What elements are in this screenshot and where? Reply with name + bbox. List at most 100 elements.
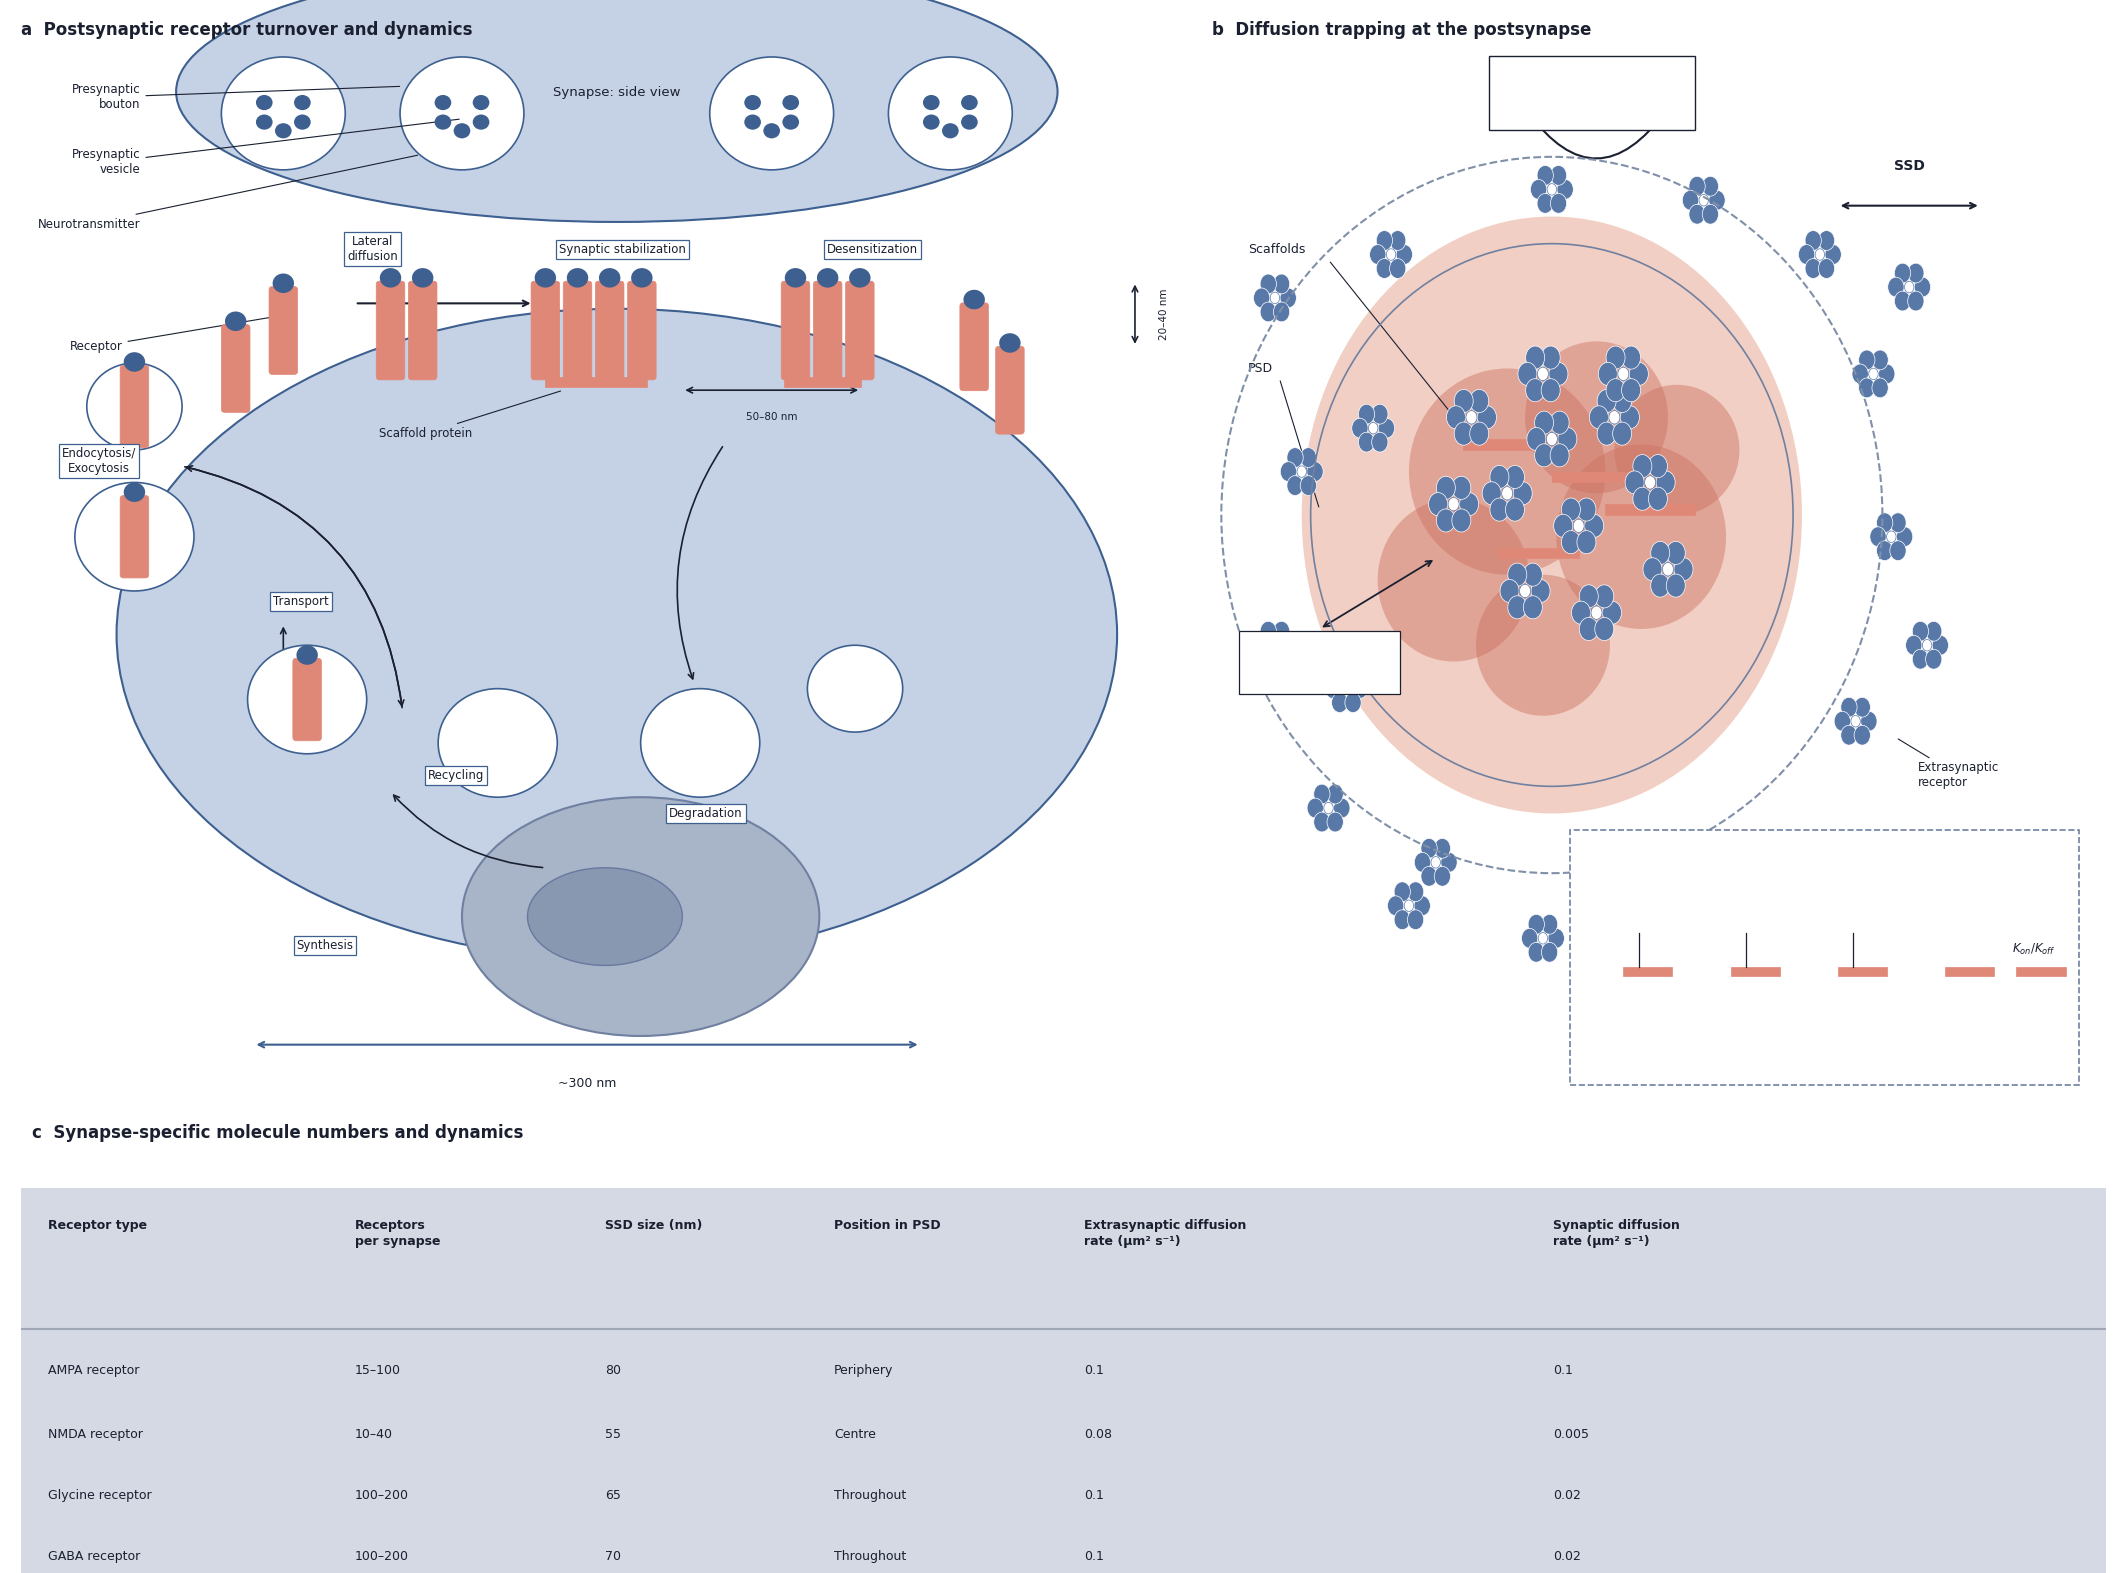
Circle shape: [1904, 282, 1914, 293]
Circle shape: [1408, 882, 1423, 901]
Circle shape: [961, 115, 978, 129]
FancyBboxPatch shape: [959, 304, 989, 390]
Circle shape: [1602, 601, 1621, 624]
Circle shape: [783, 115, 800, 129]
Text: Extrasynaptic
receptor: Extrasynaptic receptor: [1919, 761, 1999, 790]
Ellipse shape: [1408, 368, 1606, 574]
Circle shape: [1253, 288, 1270, 308]
Circle shape: [1889, 513, 1906, 533]
Circle shape: [849, 267, 870, 288]
Circle shape: [1591, 606, 1602, 620]
FancyBboxPatch shape: [596, 282, 623, 379]
Circle shape: [1500, 579, 1519, 602]
FancyBboxPatch shape: [813, 282, 842, 379]
Circle shape: [1606, 379, 1625, 401]
Circle shape: [472, 115, 489, 129]
Circle shape: [1387, 249, 1395, 260]
Circle shape: [1751, 908, 1763, 925]
Ellipse shape: [1476, 574, 1610, 716]
Circle shape: [1772, 853, 1789, 871]
Text: Endocytosis/
Exocytosis: Endocytosis/ Exocytosis: [62, 447, 136, 475]
Circle shape: [1308, 798, 1323, 818]
Text: c  Synapse-specific molecule numbers and dynamics: c Synapse-specific molecule numbers and …: [32, 1123, 523, 1142]
Text: Synaptic stabilization: Synaptic stabilization: [559, 242, 687, 255]
Text: 0.02: 0.02: [1553, 1549, 1580, 1564]
Circle shape: [1925, 650, 1942, 669]
Circle shape: [1434, 838, 1451, 859]
Circle shape: [1538, 165, 1553, 186]
Circle shape: [1825, 245, 1842, 264]
Circle shape: [1421, 867, 1438, 886]
Circle shape: [1512, 481, 1531, 505]
Circle shape: [1314, 812, 1329, 832]
Circle shape: [123, 483, 145, 502]
Circle shape: [1259, 650, 1276, 669]
Circle shape: [1393, 909, 1410, 930]
Circle shape: [255, 115, 272, 129]
Circle shape: [1642, 558, 1661, 580]
Circle shape: [1878, 363, 1895, 384]
Text: SSD: SSD: [1893, 159, 1925, 173]
Circle shape: [1408, 909, 1423, 930]
Bar: [545, 378, 647, 387]
Circle shape: [1270, 293, 1280, 304]
Circle shape: [632, 267, 653, 288]
Circle shape: [1965, 1022, 1978, 1038]
Circle shape: [1531, 179, 1546, 200]
Circle shape: [1455, 422, 1474, 445]
Text: Glycine receptor: Glycine receptor: [49, 1490, 151, 1502]
Circle shape: [1597, 390, 1617, 412]
Text: Throughout: Throughout: [834, 1490, 906, 1502]
Circle shape: [1542, 379, 1561, 401]
Circle shape: [1344, 665, 1361, 684]
Text: AMPA receptor: AMPA receptor: [49, 1364, 140, 1376]
Circle shape: [1542, 914, 1557, 934]
Bar: [1570, 831, 2078, 1085]
Circle shape: [1853, 363, 1868, 384]
Circle shape: [1634, 488, 1653, 510]
Circle shape: [1959, 1010, 1972, 1027]
Circle shape: [1404, 900, 1414, 911]
Circle shape: [1853, 1033, 1865, 1051]
Circle shape: [1287, 448, 1304, 467]
FancyBboxPatch shape: [1240, 631, 1400, 694]
Circle shape: [1274, 621, 1289, 642]
Circle shape: [1833, 711, 1850, 731]
Text: Position in PSD: Position in PSD: [834, 1219, 940, 1233]
Circle shape: [1619, 367, 1629, 381]
Circle shape: [1634, 455, 1653, 478]
Circle shape: [1489, 466, 1508, 489]
Circle shape: [1819, 258, 1836, 278]
FancyBboxPatch shape: [119, 495, 149, 577]
Circle shape: [1521, 928, 1538, 949]
Circle shape: [1908, 291, 1925, 311]
FancyBboxPatch shape: [268, 286, 298, 374]
Circle shape: [1870, 527, 1887, 546]
Circle shape: [1551, 444, 1570, 467]
Circle shape: [1376, 231, 1393, 250]
Circle shape: [1744, 897, 1759, 914]
Circle shape: [964, 289, 985, 310]
Circle shape: [1259, 274, 1276, 294]
Circle shape: [1948, 1033, 1961, 1051]
Circle shape: [1372, 404, 1389, 425]
Ellipse shape: [462, 798, 819, 1037]
Text: Scaffold protein: Scaffold protein: [379, 392, 562, 440]
Circle shape: [1855, 697, 1870, 717]
Text: PSD: PSD: [1249, 362, 1274, 374]
Circle shape: [1848, 1026, 1857, 1035]
Circle shape: [1459, 492, 1478, 516]
Text: Rebinding: Rebinding: [1561, 85, 1623, 98]
Circle shape: [1612, 422, 1631, 445]
Circle shape: [1259, 621, 1276, 642]
Circle shape: [1625, 470, 1644, 494]
Circle shape: [1436, 477, 1455, 499]
Circle shape: [1372, 433, 1389, 451]
Circle shape: [1370, 245, 1387, 264]
Circle shape: [1287, 475, 1304, 495]
Circle shape: [1906, 635, 1923, 654]
Circle shape: [1621, 346, 1640, 370]
Circle shape: [1551, 165, 1568, 186]
Circle shape: [942, 123, 959, 138]
Circle shape: [1387, 897, 1404, 915]
